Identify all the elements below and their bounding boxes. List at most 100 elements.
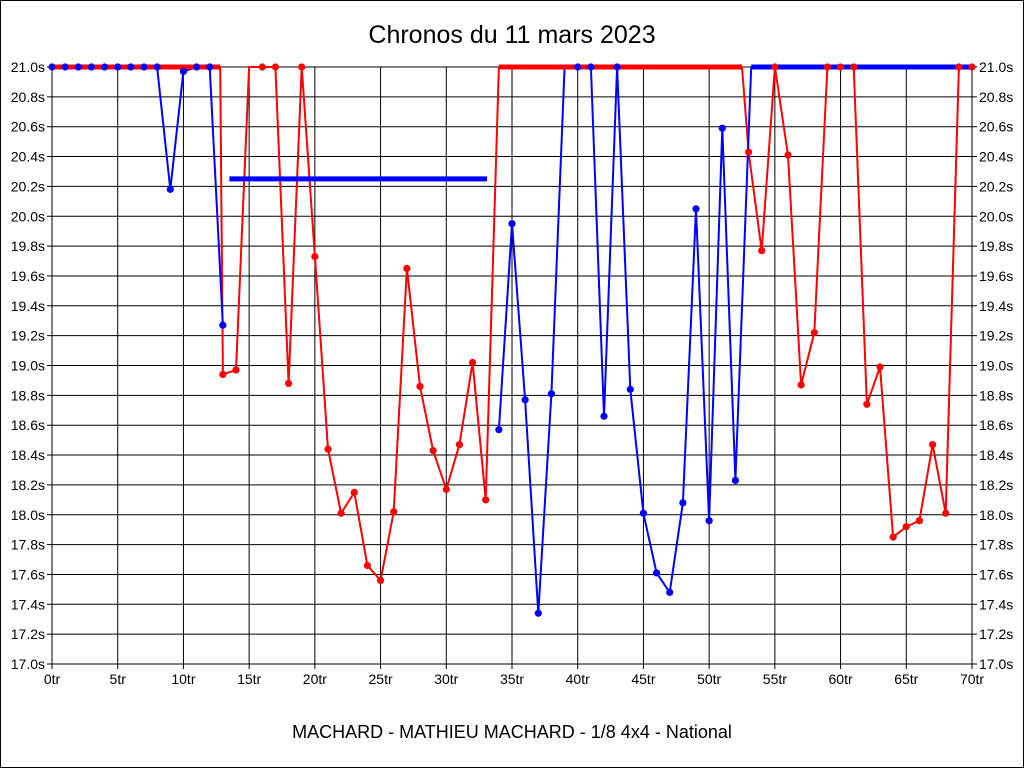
y-tick-label-right: 19.4s bbox=[979, 298, 1013, 314]
lap-time-point-driver-red bbox=[324, 445, 332, 453]
x-tick-label: 0tr bbox=[44, 671, 61, 687]
lap-time-point-driver-blue bbox=[140, 63, 148, 71]
lap-time-point-driver-blue bbox=[114, 63, 122, 71]
x-tick-label: 20tr bbox=[303, 671, 327, 687]
y-tick-label-right: 18.0s bbox=[979, 507, 1013, 523]
lap-time-point-driver-red bbox=[284, 379, 293, 388]
lap-time-point-driver-blue bbox=[179, 67, 188, 76]
lap-time-point-driver-blue bbox=[705, 517, 713, 525]
y-tick-label-right: 20.4s bbox=[979, 149, 1013, 165]
y-tick-label-right: 18.4s bbox=[979, 447, 1013, 463]
lap-time-point-driver-blue bbox=[219, 321, 227, 329]
y-tick-label-right: 19.6s bbox=[979, 268, 1013, 284]
lap-time-point-driver-red bbox=[271, 63, 280, 71]
y-tick-label-left: 18.2s bbox=[11, 477, 45, 493]
lap-time-point-driver-blue bbox=[652, 569, 661, 577]
y-tick-label-left: 20.6s bbox=[11, 119, 45, 135]
lap-time-point-driver-blue bbox=[100, 63, 109, 71]
y-tick-label-right: 17.2s bbox=[979, 626, 1013, 642]
lap-time-point-driver-red bbox=[955, 63, 963, 71]
x-tick-label: 55tr bbox=[763, 671, 787, 687]
lap-time-point-driver-blue bbox=[574, 63, 582, 71]
y-tick-label-left: 19.4s bbox=[11, 298, 45, 314]
lap-time-point-driver-red bbox=[744, 148, 753, 156]
y-tick-label-left: 21.0s bbox=[11, 59, 45, 75]
lap-time-point-driver-blue bbox=[153, 63, 161, 71]
x-tick-label: 40tr bbox=[566, 671, 590, 687]
lap-time-point-driver-blue bbox=[206, 63, 214, 71]
lap-time-point-driver-red bbox=[468, 358, 477, 367]
lap-time-point-driver-red bbox=[758, 246, 766, 255]
x-tick-label: 25tr bbox=[369, 671, 393, 687]
lap-time-point-driver-red bbox=[928, 441, 937, 449]
driver-caption: MACHARD - MATHIEU MACHARD - 1/8 4x4 - Na… bbox=[292, 722, 732, 742]
lap-time-point-driver-red bbox=[863, 400, 871, 408]
lap-time-point-driver-blue bbox=[600, 412, 608, 420]
x-tick-label: 15tr bbox=[237, 671, 261, 687]
lap-time-point-driver-red bbox=[416, 382, 424, 390]
series-line-driver-blue bbox=[52, 66, 224, 326]
lap-time-point-driver-blue bbox=[639, 509, 648, 517]
lap-time-point-driver-red bbox=[968, 63, 976, 71]
x-tick-label: 10tr bbox=[171, 671, 195, 687]
lap-time-point-driver-red bbox=[771, 63, 779, 71]
y-tick-label-left: 18.4s bbox=[11, 447, 45, 463]
lap-time-point-driver-red bbox=[376, 576, 385, 585]
lap-time-point-driver-blue bbox=[587, 63, 595, 71]
lap-time-point-driver-blue bbox=[192, 63, 201, 71]
x-tick-label: 65tr bbox=[894, 671, 918, 687]
y-tick-label-right: 19.2s bbox=[979, 328, 1013, 344]
y-tick-label-left: 17.4s bbox=[11, 596, 45, 612]
lap-time-point-driver-blue bbox=[731, 476, 740, 485]
lap-time-point-driver-blue bbox=[679, 499, 687, 507]
lap-time-point-driver-red bbox=[455, 441, 464, 449]
lap-time-point-driver-red bbox=[823, 63, 832, 71]
y-tick-label-left: 17.6s bbox=[11, 566, 45, 582]
y-tick-label-left: 18.8s bbox=[11, 387, 45, 403]
y-tick-label-left: 20.8s bbox=[11, 89, 45, 105]
lap-time-point-driver-red bbox=[258, 63, 266, 71]
lap-time-point-driver-blue bbox=[127, 63, 135, 71]
lap-time-point-driver-red bbox=[442, 485, 450, 493]
lap-time-point-driver-blue bbox=[48, 63, 56, 71]
y-tick-label-right: 17.0s bbox=[979, 656, 1013, 672]
lap-time-point-driver-blue bbox=[626, 385, 634, 393]
lap-time-point-driver-blue bbox=[534, 609, 542, 617]
lap-time-point-driver-blue bbox=[166, 185, 174, 193]
lap-time-point-driver-red bbox=[850, 63, 858, 71]
lap-time-point-driver-red bbox=[232, 366, 240, 374]
x-tick-label: 50tr bbox=[697, 671, 721, 687]
y-tick-label-right: 18.6s bbox=[979, 417, 1013, 433]
series-line-driver-red bbox=[219, 66, 500, 583]
lap-time-point-driver-red bbox=[482, 496, 490, 504]
lap-time-point-driver-red bbox=[915, 517, 924, 525]
lap-time-point-driver-red bbox=[902, 523, 910, 531]
x-tick-label: 30tr bbox=[434, 671, 458, 687]
y-tick-label-left: 17.0s bbox=[11, 656, 45, 672]
chart-title: Chronos du 11 mars 2023 bbox=[368, 21, 656, 49]
lap-time-point-driver-red bbox=[836, 63, 845, 71]
lap-time-point-driver-red bbox=[390, 508, 398, 516]
lap-time-point-driver-red bbox=[363, 561, 372, 570]
y-tick-label-left: 18.6s bbox=[11, 417, 45, 433]
y-tick-label-right: 17.4s bbox=[979, 596, 1013, 612]
x-tick-label: 5tr bbox=[110, 671, 127, 687]
y-tick-label-left: 19.2s bbox=[11, 328, 45, 344]
lap-time-point-driver-red bbox=[337, 509, 345, 517]
y-tick-label-left: 20.0s bbox=[11, 208, 45, 224]
y-tick-label-left: 19.0s bbox=[11, 358, 45, 374]
lap-time-point-driver-red bbox=[784, 151, 792, 159]
lap-time-point-driver-red bbox=[810, 329, 818, 337]
lap-time-point-driver-blue bbox=[61, 63, 69, 71]
y-tick-label-right: 17.8s bbox=[979, 537, 1013, 553]
lap-time-point-driver-red bbox=[889, 533, 897, 541]
lap-time-point-driver-blue bbox=[718, 124, 726, 132]
y-tick-label-right: 18.2s bbox=[979, 477, 1013, 493]
y-tick-label-left: 17.8s bbox=[11, 537, 45, 553]
lap-time-point-driver-blue bbox=[666, 588, 674, 596]
y-tick-label-right: 21.0s bbox=[979, 59, 1013, 75]
lap-time-point-driver-blue bbox=[547, 390, 556, 398]
lap-time-point-driver-blue bbox=[74, 63, 82, 71]
lap-time-point-driver-blue bbox=[692, 205, 700, 213]
